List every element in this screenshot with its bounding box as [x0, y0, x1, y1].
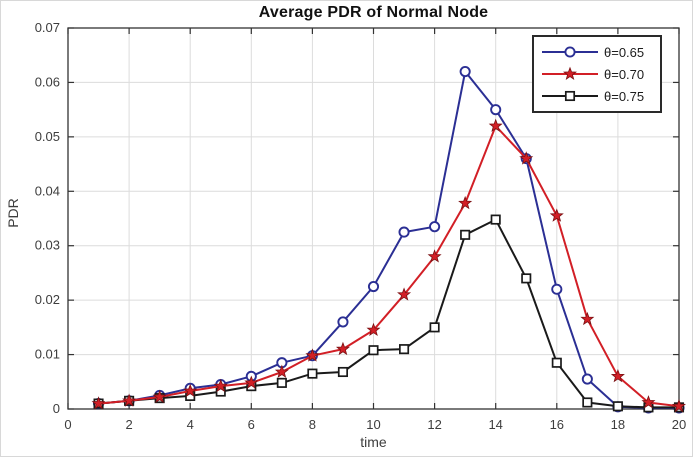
legend-marker-circle-icon: [542, 46, 598, 58]
tick-labels: 0 2 4 6 8 10 12 14 16 18 20 0 0.01 0.02 0.03 0.04 0.05 0.…: [35, 20, 687, 432]
x-tick-label: 18: [611, 417, 625, 432]
x-tick-label: 16: [550, 417, 564, 432]
data-marker-star: [305, 348, 320, 362]
data-marker-star: [91, 396, 106, 410]
legend-item-theta-0.70: θ=0.70: [540, 63, 654, 85]
y-tick-label: 0.02: [35, 292, 60, 307]
data-marker-circle: [398, 226, 410, 238]
data-marker-star: [152, 389, 167, 403]
series-line: [98, 125, 680, 408]
legend-item-theta-0.65: θ=0.65: [540, 41, 654, 63]
data-marker-star: [458, 195, 473, 210]
series-line: [98, 218, 679, 409]
data-marker-square: [276, 377, 287, 388]
y-tick-label: 0.05: [35, 129, 60, 144]
y-tick-label: 0.07: [35, 20, 60, 35]
data-marker-star: [427, 249, 442, 263]
x-tick-label: 2: [125, 417, 132, 432]
legend-label: θ=0.65: [604, 44, 645, 60]
data-marker-star: [122, 393, 137, 407]
y-tick-label: 0.04: [35, 183, 60, 198]
data-marker-circle: [581, 373, 593, 385]
data-marker-circle: [564, 46, 576, 58]
data-marker-square: [521, 273, 532, 284]
y-tick-label: 0: [53, 401, 60, 416]
chart-title: Average PDR of Normal Node: [258, 4, 489, 21]
series-line: [98, 70, 679, 409]
y-tick-label: 0.03: [35, 238, 60, 253]
data-marker-star: [549, 208, 564, 222]
legend-marker-star-icon: [542, 66, 598, 80]
data-marker-star: [641, 395, 656, 409]
x-tick-label: 10: [366, 417, 380, 432]
data-marker-star: [563, 66, 577, 80]
x-tick-label: 14: [488, 417, 502, 432]
x-tick-label: 8: [309, 417, 316, 432]
data-marker-star: [488, 118, 503, 132]
data-marker-star: [580, 311, 595, 326]
data-marker-square: [612, 401, 623, 412]
data-marker-star: [397, 287, 412, 301]
data-marker-square: [551, 357, 562, 368]
data-marker-square: [429, 322, 440, 333]
legend-item-theta-0.75: θ=0.75: [540, 85, 654, 107]
x-tick-label: 12: [427, 417, 441, 432]
x-axis-label: time: [360, 434, 387, 450]
data-marker-star: [519, 151, 534, 165]
data-marker-circle: [367, 280, 380, 293]
y-tick-label: 0.01: [35, 347, 60, 362]
data-marker-circle: [459, 65, 471, 78]
x-tick-label: 4: [187, 417, 194, 432]
data-marker-square: [582, 397, 593, 408]
x-tick-label: 20: [672, 417, 686, 432]
data-marker-circle: [490, 104, 502, 116]
y-tick-label: 0.06: [35, 74, 60, 89]
y-axis-label: PDR: [5, 198, 21, 228]
data-marker-square: [337, 366, 348, 378]
x-tick-label: 0: [64, 417, 71, 432]
data-marker-star: [610, 368, 625, 383]
data-marker-square: [460, 229, 471, 240]
data-marker-star: [213, 378, 228, 393]
series-θ=0.70: [91, 118, 686, 413]
data-marker-square: [564, 90, 576, 102]
data-marker-square: [490, 214, 501, 225]
data-marker-star: [335, 341, 350, 356]
data-marker-star: [672, 398, 686, 413]
legend: θ=0.65 θ=0.70 θ=0.75: [532, 35, 662, 113]
data-marker-circle: [337, 316, 349, 328]
data-marker-square: [368, 345, 379, 356]
data-marker-circle: [429, 221, 441, 233]
data-marker-star: [244, 375, 259, 389]
data-marker-star: [183, 383, 198, 397]
data-marker-star: [274, 364, 289, 378]
series-θ=0.65: [93, 65, 685, 414]
data-marker-square: [399, 344, 410, 355]
legend-marker-square-icon: [542, 90, 598, 102]
legend-label: θ=0.75: [604, 88, 645, 104]
x-tick-label: 6: [248, 417, 255, 432]
data-marker-circle: [551, 283, 563, 295]
data-marker-square: [307, 368, 318, 379]
data-marker-star: [366, 322, 381, 337]
legend-label: θ=0.70: [604, 66, 645, 82]
